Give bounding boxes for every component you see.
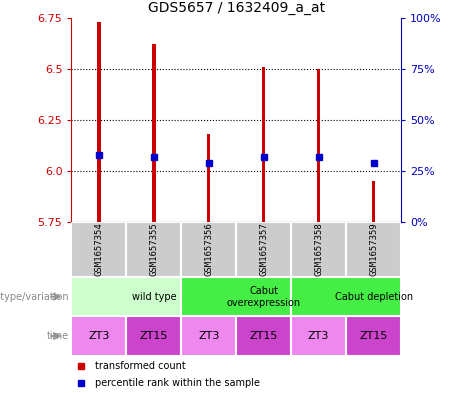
Text: GSM1657356: GSM1657356 [204, 223, 213, 276]
Text: ZT15: ZT15 [249, 331, 278, 341]
Bar [71, 316, 126, 356]
Text: time: time [47, 331, 69, 341]
Text: wild type: wild type [131, 292, 176, 302]
Bar [346, 316, 401, 356]
Bar [207, 134, 210, 222]
Text: GSM1657358: GSM1657358 [314, 223, 323, 276]
Bar [236, 222, 291, 277]
Bar [181, 222, 236, 277]
Text: GSM1657355: GSM1657355 [149, 223, 159, 276]
Bar [181, 316, 236, 356]
Text: ZT3: ZT3 [88, 331, 110, 341]
Bar [317, 69, 320, 222]
Bar [346, 222, 401, 277]
Bar [291, 222, 346, 277]
Text: GSM1657357: GSM1657357 [259, 223, 268, 276]
Text: ZT3: ZT3 [198, 331, 219, 341]
Title: GDS5657 / 1632409_a_at: GDS5657 / 1632409_a_at [148, 1, 325, 15]
Bar [262, 67, 266, 222]
Bar [97, 22, 100, 222]
Bar [372, 181, 375, 222]
Text: transformed count: transformed count [95, 361, 185, 371]
Bar [152, 44, 155, 222]
Text: Cabut
overexpression: Cabut overexpression [227, 286, 301, 307]
Bar [126, 316, 181, 356]
Text: ZT3: ZT3 [308, 331, 329, 341]
Text: Cabut depletion: Cabut depletion [335, 292, 413, 302]
Bar [291, 316, 346, 356]
Bar [181, 277, 291, 316]
Bar [126, 222, 181, 277]
Text: genotype/variation: genotype/variation [0, 292, 69, 302]
Text: percentile rank within the sample: percentile rank within the sample [95, 378, 260, 387]
Text: ZT15: ZT15 [140, 331, 168, 341]
Bar [236, 316, 291, 356]
Text: ZT15: ZT15 [360, 331, 388, 341]
Bar [71, 277, 181, 316]
Text: GSM1657359: GSM1657359 [369, 223, 378, 276]
Bar [71, 222, 126, 277]
Bar [291, 277, 401, 316]
Text: GSM1657354: GSM1657354 [95, 223, 103, 276]
